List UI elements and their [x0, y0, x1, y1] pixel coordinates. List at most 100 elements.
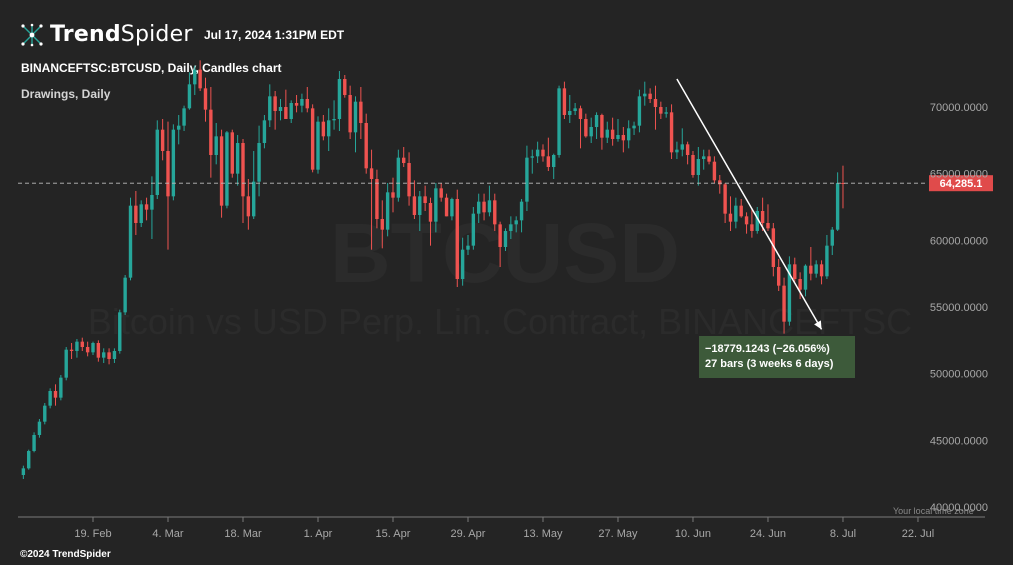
candle[interactable]: [412, 180, 417, 219]
candle[interactable]: [139, 200, 143, 227]
candle[interactable]: [675, 141, 679, 159]
candle[interactable]: [327, 108, 331, 151]
candle[interactable]: [48, 388, 52, 409]
candle[interactable]: [230, 129, 234, 178]
candle[interactable]: [246, 179, 251, 230]
candle[interactable]: [664, 107, 668, 118]
candle[interactable]: [696, 147, 701, 186]
candle[interactable]: [423, 185, 427, 211]
candle[interactable]: [402, 147, 406, 167]
candle[interactable]: [793, 257, 797, 282]
candle[interactable]: [519, 199, 524, 233]
candle[interactable]: [477, 193, 481, 223]
candle[interactable]: [332, 100, 336, 130]
candle[interactable]: [514, 216, 518, 233]
candle[interactable]: [600, 113, 604, 150]
candle[interactable]: [289, 100, 293, 123]
candle[interactable]: [819, 260, 824, 285]
candle[interactable]: [80, 337, 84, 351]
candle[interactable]: [353, 96, 358, 153]
candle[interactable]: [321, 115, 326, 141]
candle[interactable]: [455, 189, 459, 287]
candle[interactable]: [96, 340, 101, 362]
trendspider-logo[interactable]: TrendSpider: [20, 22, 193, 47]
candle[interactable]: [605, 121, 609, 143]
candle[interactable]: [182, 105, 186, 131]
candle[interactable]: [610, 117, 615, 146]
candle[interactable]: [91, 341, 95, 355]
candle[interactable]: [712, 156, 717, 183]
candle[interactable]: [782, 277, 786, 334]
candle[interactable]: [578, 105, 583, 149]
candle[interactable]: [380, 200, 384, 249]
candle[interactable]: [460, 237, 465, 286]
candle[interactable]: [525, 145, 529, 211]
candle[interactable]: [632, 121, 636, 135]
candle[interactable]: [493, 193, 497, 231]
candle[interactable]: [530, 149, 534, 174]
candle[interactable]: [21, 465, 26, 479]
candle[interactable]: [653, 85, 658, 130]
candle[interactable]: [482, 193, 486, 221]
candle[interactable]: [498, 221, 502, 267]
candle[interactable]: [589, 117, 593, 143]
candle[interactable]: [616, 119, 620, 142]
candle[interactable]: [439, 183, 443, 202]
candle[interactable]: [123, 275, 127, 315]
candle[interactable]: [744, 212, 749, 234]
candle[interactable]: [750, 208, 754, 238]
measure-line[interactable]: [676, 78, 823, 330]
symbol-legend[interactable]: BINANCEFTSC:BTCUSD, Daily, Candles chart: [21, 61, 282, 75]
candle[interactable]: [257, 125, 261, 197]
candle[interactable]: [69, 343, 74, 359]
candle[interactable]: [771, 223, 776, 277]
candle[interactable]: [487, 185, 492, 217]
candle[interactable]: [102, 348, 106, 363]
candle[interactable]: [557, 85, 561, 158]
candle[interactable]: [37, 419, 42, 438]
candle[interactable]: [193, 65, 197, 95]
candle[interactable]: [562, 81, 567, 119]
candle[interactable]: [428, 197, 433, 246]
candle[interactable]: [112, 348, 117, 363]
candle[interactable]: [803, 264, 808, 297]
candle[interactable]: [166, 121, 170, 250]
candle[interactable]: [32, 432, 36, 453]
candle[interactable]: [787, 256, 792, 326]
candle[interactable]: [760, 197, 765, 231]
candle[interactable]: [160, 119, 165, 161]
candle[interactable]: [214, 123, 218, 165]
candle[interactable]: [396, 149, 401, 202]
candle[interactable]: [252, 151, 256, 219]
candle[interactable]: [685, 141, 690, 165]
candle[interactable]: [669, 104, 674, 159]
candle[interactable]: [310, 104, 315, 173]
candle[interactable]: [134, 191, 138, 235]
candle[interactable]: [53, 384, 58, 406]
candle[interactable]: [235, 135, 240, 186]
candle[interactable]: [637, 89, 642, 133]
candle[interactable]: [503, 228, 508, 251]
candle[interactable]: [64, 347, 68, 381]
candle[interactable]: [294, 95, 299, 113]
candle[interactable]: [150, 176, 154, 239]
candle[interactable]: [841, 165, 845, 209]
candle[interactable]: [198, 60, 202, 91]
candle[interactable]: [305, 87, 309, 113]
candle[interactable]: [835, 172, 840, 231]
candle[interactable]: [171, 124, 176, 201]
candle[interactable]: [766, 204, 770, 231]
candle[interactable]: [659, 101, 663, 119]
candle[interactable]: [75, 339, 79, 358]
candle[interactable]: [155, 120, 159, 199]
candle[interactable]: [316, 116, 320, 174]
candle[interactable]: [144, 197, 149, 221]
candle[interactable]: [755, 207, 759, 234]
candle[interactable]: [348, 85, 352, 139]
candle[interactable]: [450, 197, 454, 221]
candle[interactable]: [284, 89, 288, 119]
candle[interactable]: [541, 144, 545, 162]
candle[interactable]: [278, 99, 283, 121]
candle[interactable]: [177, 115, 181, 145]
